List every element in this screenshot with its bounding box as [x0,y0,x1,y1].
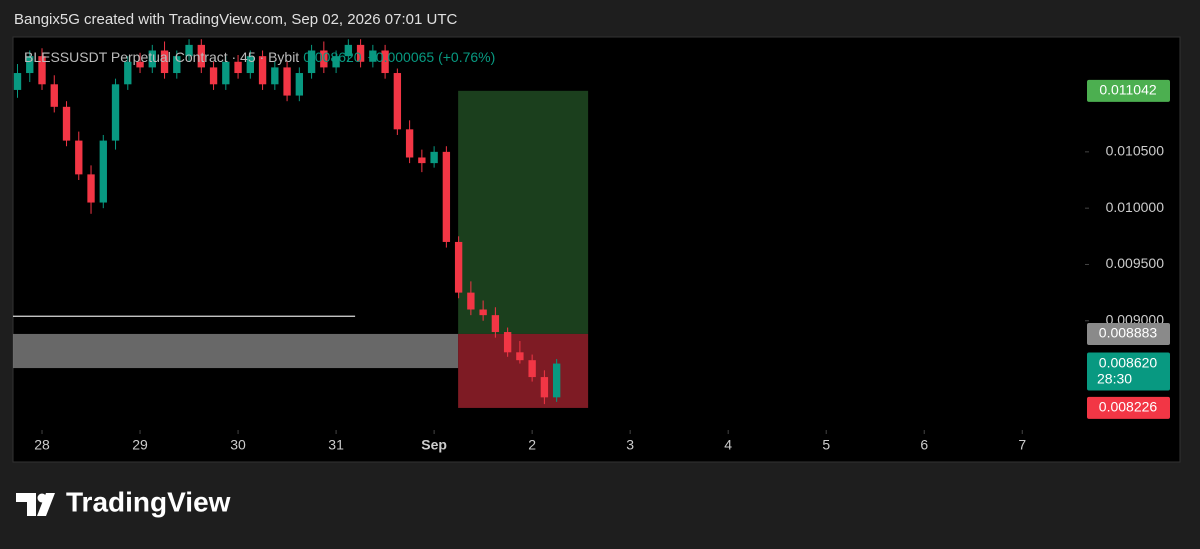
price-tag [1087,322,1170,345]
candle-body [148,50,156,68]
y-tick-label: 0.010500 [1106,143,1165,159]
price-tag-label: 0.008226 [1099,399,1158,415]
candle-body [38,56,46,85]
candle-body [405,129,414,158]
candle-body [160,50,169,74]
x-tick-label: 7 [1018,437,1026,453]
brand-name: TradingView [66,486,231,517]
candle-body [393,73,402,130]
candle-body [271,67,279,85]
candle-body [528,360,536,378]
candle-body [479,309,487,316]
x-tick-label: 28 [34,437,50,453]
candle-body [320,50,328,68]
candle-body [246,56,254,74]
y-tick-label: 0.010000 [1106,199,1165,215]
symbol: BLESSUSDT Perpetual Contract · 45 · Bybi… [24,49,299,65]
candle-body [111,84,120,141]
candle-body [50,84,58,107]
x-tick-label: 29 [132,437,148,453]
candle-body [467,292,475,310]
x-tick-label: 31 [328,437,344,453]
last-price: 0.008620 [303,49,362,65]
x-tick-label: 3 [626,437,634,453]
candle-body [75,140,83,175]
profit-zone [458,90,589,334]
candle-body [454,241,463,293]
candle-body [540,377,549,398]
candle-body [87,174,95,203]
candle-body [491,315,500,333]
x-tick-label: 6 [920,437,928,453]
candle-body [381,50,389,74]
candle-body [418,157,426,164]
candle-body [234,61,242,74]
legend: BLESSUSDT Perpetual Contract · 45 · Bybi… [24,49,495,65]
candle-body [307,50,316,74]
chart-pane [12,36,1181,463]
candle-body [185,44,193,57]
candle-body [369,50,377,62]
candle-body [552,363,561,398]
price-tag [1087,396,1170,419]
price-tag-label: 0.008883 [1099,325,1158,341]
zone [13,333,459,369]
x-tick-label: Sep [421,437,447,453]
candle-body [26,56,34,74]
countdown: 28:30 [1097,370,1132,386]
y-tick-label: 0.009500 [1106,255,1165,271]
candle-body [344,44,353,57]
candle-body [516,352,524,361]
x-tick-label: 5 [822,437,830,453]
candle-body [62,106,71,141]
candle-body [99,140,107,203]
candle-body [356,44,365,62]
credit: Bangix5G created with TradingView.com, S… [14,11,457,28]
candle-body [332,56,340,68]
candle-body [442,151,451,242]
x-tick-label: 4 [724,437,732,453]
candle-body [124,61,132,85]
price-tag-label: 0.008620 [1099,354,1158,370]
candle-body [283,67,291,96]
change: +0.000065 (+0.76%) [368,49,496,65]
brand-logo [16,493,55,516]
candle-body [173,56,181,74]
price-tag-label: 0.011042 [1099,82,1157,98]
candle-body [197,44,205,68]
candle-body [136,61,144,68]
price-tag [1087,352,1170,391]
candle-body [13,73,22,90]
x-tick-label: 2 [528,437,536,453]
x-tick-label: 30 [230,437,246,453]
candle-body [503,332,512,353]
candle-body [295,73,304,96]
candle-body [222,61,230,85]
price-tag [1087,79,1170,102]
loss-zone [458,333,589,408]
candle-body [430,151,438,164]
candle-body [258,56,267,85]
candle-body [209,67,218,85]
